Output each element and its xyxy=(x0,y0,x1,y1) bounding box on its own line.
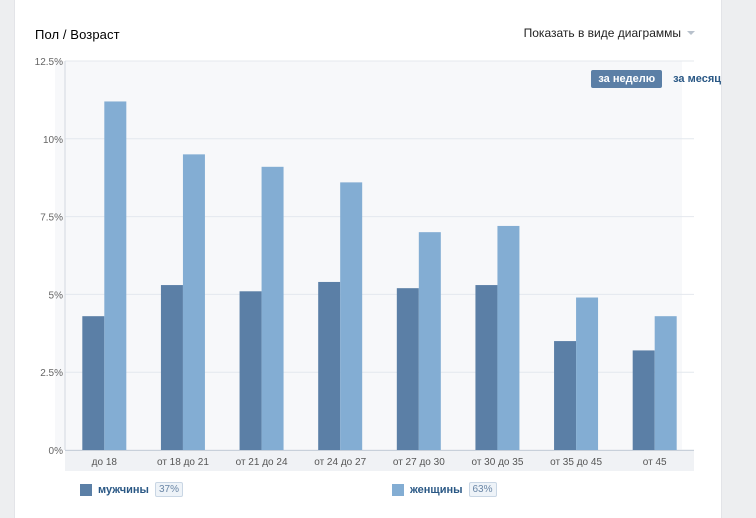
period-switch: за неделю за месяц xyxy=(591,70,728,88)
bar-female xyxy=(340,182,363,451)
bar-male xyxy=(554,341,577,450)
bar-male xyxy=(82,316,105,450)
view-toggle-label: Показать в виде диаграммы xyxy=(523,26,681,40)
bar-female xyxy=(104,101,127,451)
legend-label-male: мужчины xyxy=(98,483,149,496)
bar-female xyxy=(576,297,599,450)
y-tick-label: 0% xyxy=(49,446,64,457)
x-tick-label: от 27 до 30 xyxy=(393,457,445,468)
x-tick-label: от 45 xyxy=(643,457,667,468)
bar-male xyxy=(475,285,498,450)
period-month-button[interactable]: за месяц xyxy=(673,73,721,85)
bar-female xyxy=(654,316,677,450)
y-tick-label: 10% xyxy=(43,135,63,146)
chevron-down-icon xyxy=(687,30,695,35)
legend-pct-female: 63% xyxy=(468,482,497,497)
x-tick-label: от 21 до 24 xyxy=(236,457,288,468)
y-tick-label: 5% xyxy=(49,290,64,301)
bar-female xyxy=(261,166,284,451)
bar-female xyxy=(182,154,205,451)
legend-pct-male: 37% xyxy=(154,482,183,497)
bar-male xyxy=(396,288,419,450)
view-toggle-dropdown[interactable]: Показать в виде диаграммы xyxy=(524,26,695,40)
legend-item-male[interactable]: мужчины 37% xyxy=(80,482,183,497)
bar-male xyxy=(239,291,262,450)
bar-male xyxy=(318,281,341,450)
x-tick-label: от 30 до 35 xyxy=(471,457,523,468)
y-tick-label: 2.5% xyxy=(40,368,63,379)
x-tick-label: от 35 до 45 xyxy=(550,457,602,468)
period-week-button[interactable]: за неделю xyxy=(591,70,663,88)
legend-item-female[interactable]: женщины 63% xyxy=(392,482,497,497)
x-axis-band xyxy=(65,451,694,471)
x-tick-label: от 24 до 27 xyxy=(314,457,366,468)
y-tick-label: 7.5% xyxy=(40,213,63,224)
bar-female xyxy=(418,232,441,450)
x-tick-label: до 18 xyxy=(92,457,118,468)
card-title: Пол / Возраст xyxy=(35,27,120,42)
legend-swatch-female xyxy=(392,483,404,496)
x-tick-label: от 18 до 21 xyxy=(157,457,209,468)
y-tick-label: 12.5% xyxy=(35,57,63,68)
bar-male xyxy=(632,350,655,450)
legend-swatch-male xyxy=(80,483,92,496)
bar-male xyxy=(160,285,183,450)
bar-female xyxy=(497,225,520,450)
legend-label-female: женщины xyxy=(410,483,463,496)
